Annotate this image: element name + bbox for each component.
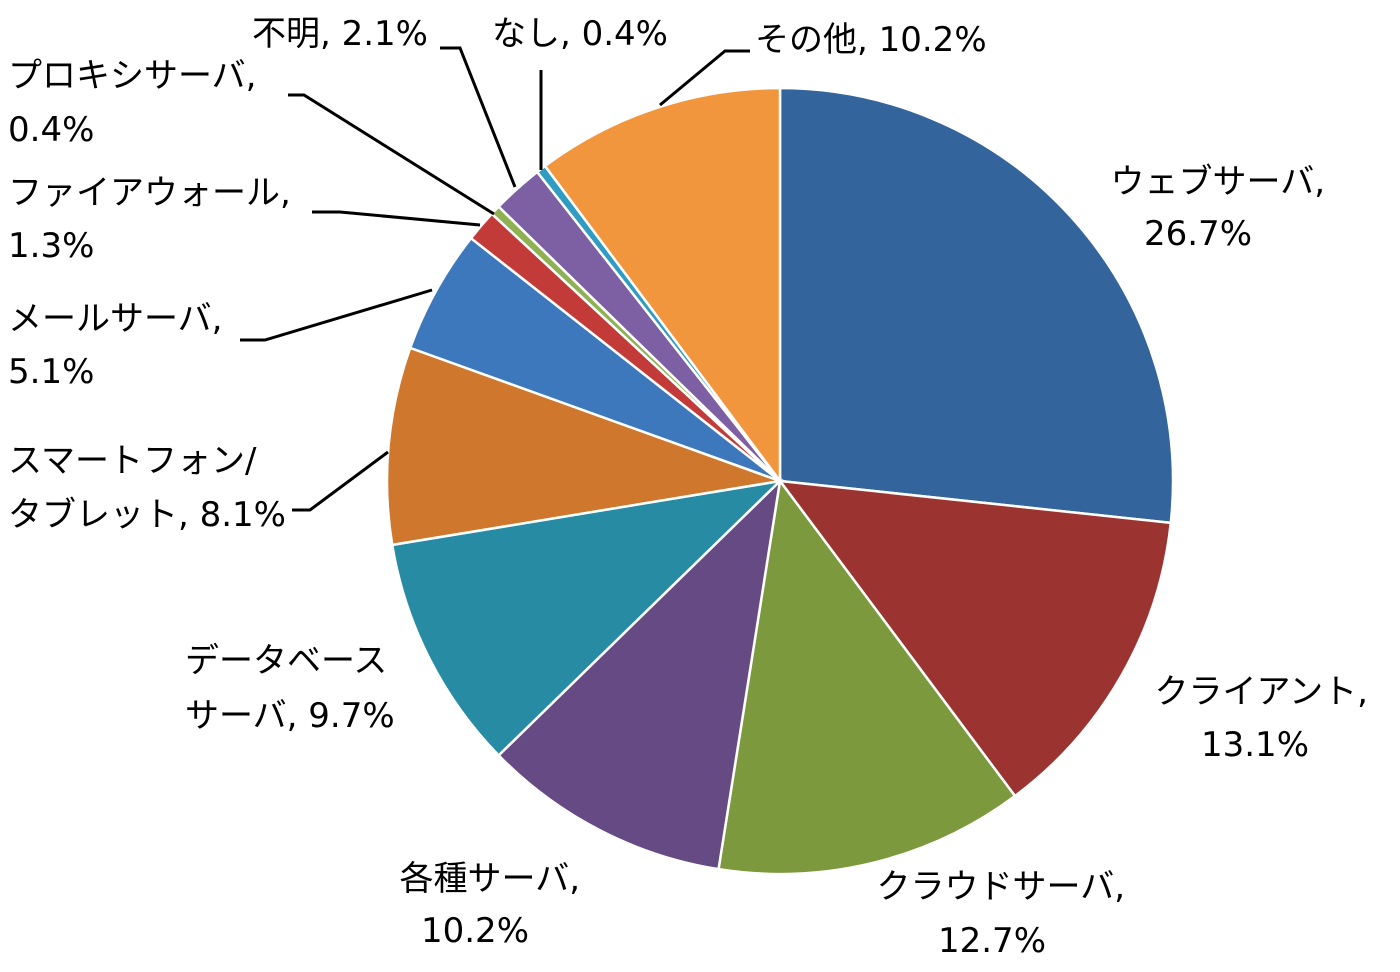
slice-10-leader-line xyxy=(440,46,517,188)
slice-4-label-line-1: 各種サーバ, xyxy=(400,859,580,899)
slice-2-label-line-1: クライアント, xyxy=(1155,672,1368,712)
slice-11-label-line-1: なし, 0.4% xyxy=(492,14,668,54)
slice-3-label-line-2: 12.7% xyxy=(938,921,1046,961)
slice-5 xyxy=(390,479,784,758)
slice-8-label-line-2: 1.3% xyxy=(8,226,94,266)
slice-1-label-line-2: 26.7% xyxy=(1144,214,1252,254)
slice-7-leader-line xyxy=(240,288,433,342)
leader-lines xyxy=(240,46,750,512)
slice-2 xyxy=(777,479,1173,798)
slice-7-label-line-1: メールサーバ, xyxy=(8,299,222,339)
slice-6 xyxy=(385,346,785,547)
slice-1 xyxy=(778,86,1175,525)
slice-4 xyxy=(496,477,782,871)
slice-5-label-line-2: サーバ, 9.7% xyxy=(185,696,395,736)
slice-9-leader-line xyxy=(288,93,495,216)
slice-7-label-line-2: 5.1% xyxy=(8,352,94,392)
slice-10-label-line-1: 不明, 2.1% xyxy=(252,14,428,54)
slice-6-label-line-1: スマートフォン/ xyxy=(8,441,257,481)
slice-8-leader-line xyxy=(312,210,481,227)
slice-12 xyxy=(543,86,782,485)
slice-9-label-line-1: プロキシサーバ, xyxy=(8,56,256,96)
slice-1-label-line-1: ウェブサーバ, xyxy=(1111,162,1325,202)
slice-4-label-line-2: 10.2% xyxy=(421,911,529,951)
slice-6-leader-line xyxy=(292,450,389,512)
slice-12-label-line-1: その他, 10.2% xyxy=(755,20,987,60)
slice-3 xyxy=(717,477,1017,876)
slice-labels: ウェブサーバ, 26.7% クライアント, 13.1% クラウドサーバ, 12.7% 各種サ… xyxy=(8,14,1368,961)
slice-12-leader-line xyxy=(659,49,750,107)
slice-6-label-line-2: タブレット, 8.1% xyxy=(8,495,286,535)
pie-slices xyxy=(385,86,1175,876)
slice-2-label-line-2: 13.1% xyxy=(1201,725,1309,765)
slice-3-label-line-1: クラウドサーバ, xyxy=(877,867,1125,907)
slice-8-label-line-1: ファイアウォール, xyxy=(8,173,291,213)
slice-9-label-line-2: 0.4% xyxy=(8,110,94,150)
slice-5-label-line-1: データベース xyxy=(185,641,387,681)
